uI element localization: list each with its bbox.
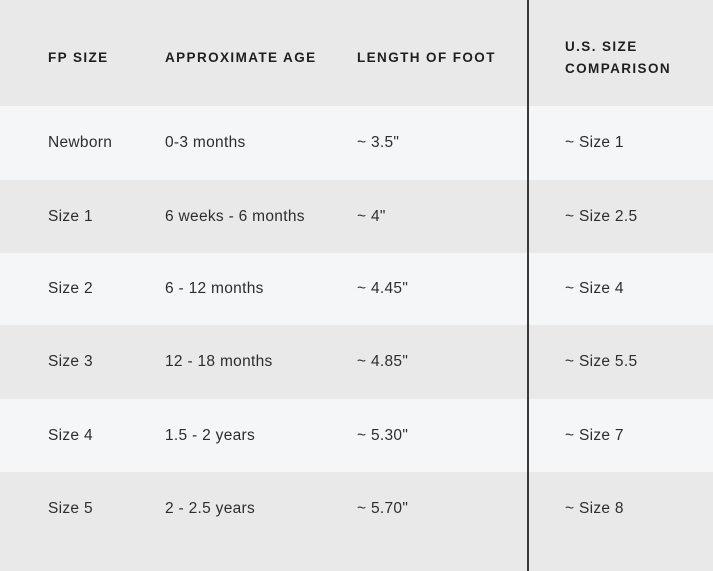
cell-length-of-foot: ~ 5.30" — [357, 426, 409, 444]
cell-us-size-comparison: ~ Size 2.5 — [565, 207, 638, 225]
table-row: Size 2 6 - 12 months ~ 4.45" ~ Size 4 — [0, 253, 713, 325]
cell-length-of-foot: ~ 4.45" — [357, 280, 409, 297]
cell-approximate-age: 1.5 - 2 years — [165, 426, 256, 444]
header-cell-fp-size: FP SIZE — [48, 49, 109, 65]
cell-length-of-foot: ~ 4" — [357, 207, 386, 225]
cell-length-of-foot: ~ 3.5" — [357, 134, 400, 151]
cell-us-size-comparison: ~ Size 5.5 — [565, 353, 638, 370]
cell-approximate-age: 6 - 12 months — [165, 280, 264, 297]
cell-fp-size: Size 4 — [48, 426, 93, 444]
cell-fp-size: Size 5 — [48, 499, 93, 517]
table-row: Size 5 2 - 2.5 years ~ 5.70" ~ Size 8 — [0, 472, 713, 571]
cell-us-size-comparison: ~ Size 7 — [565, 426, 624, 444]
header-cell-us-size-comparison: U.S. SIZE COMPARISON — [565, 38, 672, 76]
table-row: Size 3 12 - 18 months ~ 4.85" ~ Size 5.5 — [0, 325, 713, 399]
cell-fp-size: Size 1 — [48, 207, 93, 225]
cell-length-of-foot: ~ 5.70" — [357, 499, 409, 517]
cell-fp-size: Size 3 — [48, 353, 93, 370]
table-row: Size 1 6 weeks - 6 months ~ 4" ~ Size 2.… — [0, 180, 713, 253]
cell-fp-size: Newborn — [48, 134, 113, 151]
cell-approximate-age: 6 weeks - 6 months — [165, 207, 305, 225]
column-divider-line — [527, 0, 529, 571]
cell-length-of-foot: ~ 4.85" — [357, 353, 409, 370]
cell-us-size-comparison: ~ Size 8 — [565, 499, 624, 517]
table-row: Newborn 0-3 months ~ 3.5" ~ Size 1 — [0, 106, 713, 180]
cell-us-size-comparison: ~ Size 4 — [565, 280, 624, 297]
cell-approximate-age: 2 - 2.5 years — [165, 499, 256, 517]
cell-us-size-comparison: ~ Size 1 — [565, 134, 624, 151]
cell-approximate-age: 0-3 months — [165, 134, 246, 151]
cell-approximate-age: 12 - 18 months — [165, 353, 273, 370]
table-row: Size 4 1.5 - 2 years ~ 5.30" ~ Size 7 — [0, 399, 713, 472]
cell-fp-size: Size 2 — [48, 280, 93, 297]
header-cell-length-of-foot: LENGTH OF FOOT — [357, 49, 496, 65]
header-cell-approximate-age: APPROXIMATE AGE — [165, 49, 317, 65]
header-row: FP SIZE APPROXIMATE AGE LENGTH OF FOOT U… — [0, 0, 713, 106]
